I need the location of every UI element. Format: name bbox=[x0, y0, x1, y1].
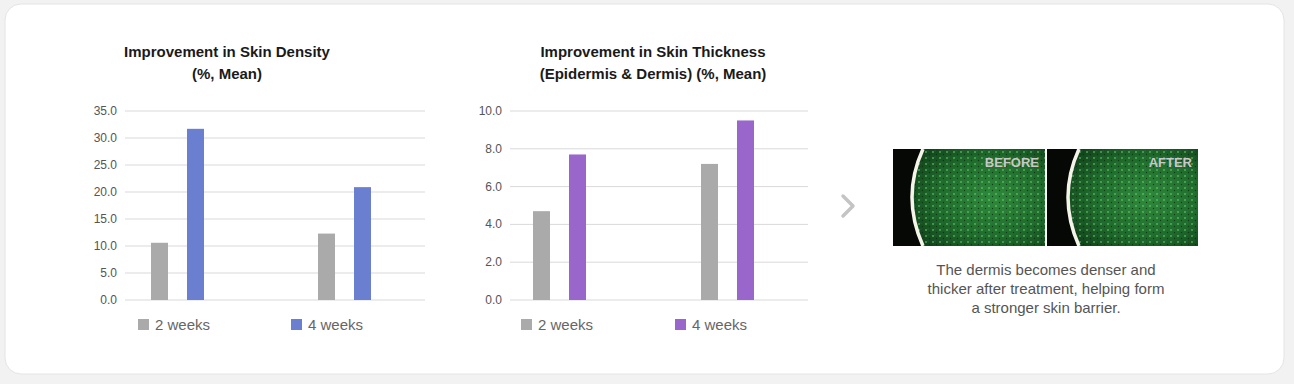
y-tick-label: 35.0 bbox=[94, 104, 118, 118]
y-tick-label: 0.0 bbox=[100, 293, 117, 307]
bar bbox=[569, 154, 586, 300]
bar bbox=[187, 129, 204, 300]
y-tick-label: 20.0 bbox=[94, 185, 118, 199]
legend-label: 2 weeks bbox=[538, 316, 593, 333]
scan-tissue bbox=[1068, 149, 1198, 246]
bar bbox=[151, 243, 168, 300]
grid-line bbox=[510, 300, 808, 301]
legend-label: 4 weeks bbox=[692, 316, 747, 333]
legend-swatch bbox=[675, 319, 686, 330]
scan-bg bbox=[1047, 149, 1198, 246]
bar bbox=[701, 164, 718, 300]
bars bbox=[533, 120, 754, 300]
scan-bg bbox=[893, 149, 1045, 246]
caption: The dermis becomes denser and bbox=[936, 261, 1155, 278]
chart: Improvement in Skin Density (%, Mean) 0.0 5… bbox=[94, 43, 425, 333]
y-tick-label: 6.0 bbox=[485, 180, 502, 194]
chart-subtitle: (%, Mean) bbox=[192, 65, 262, 82]
legend-swatch bbox=[291, 319, 302, 330]
bar bbox=[533, 211, 550, 300]
scan-image: BEFORE bbox=[893, 149, 1045, 246]
scan-texture bbox=[1068, 149, 1198, 246]
legend-swatch bbox=[138, 319, 149, 330]
caption: a stronger skin barrier. bbox=[971, 299, 1120, 316]
grid-line bbox=[125, 192, 425, 193]
y-tick-label: 2.0 bbox=[485, 255, 502, 269]
scan-image: AFTER bbox=[1047, 149, 1198, 246]
bar bbox=[318, 234, 335, 300]
grid-line bbox=[125, 138, 425, 139]
grid-line bbox=[510, 186, 808, 187]
y-tick-label: 10.0 bbox=[479, 104, 503, 118]
y-tick-label: 8.0 bbox=[485, 142, 502, 156]
grid-line bbox=[510, 148, 808, 149]
scan-label: AFTER bbox=[1149, 155, 1193, 170]
page: Improvement in Skin Density (%, Mean) 0.0 5… bbox=[0, 0, 1294, 384]
chevron bbox=[843, 196, 853, 216]
scan-surface bbox=[912, 149, 923, 246]
y-tick-label: 15.0 bbox=[94, 212, 118, 226]
y-tick-label: 5.0 bbox=[100, 266, 117, 280]
chart-title: Improvement in Skin Density bbox=[124, 43, 331, 60]
legend-label: 2 weeks bbox=[155, 316, 210, 333]
grid-line bbox=[125, 246, 425, 247]
scan-texture bbox=[912, 149, 1045, 246]
legend-swatch bbox=[521, 319, 532, 330]
grid-line bbox=[125, 300, 425, 301]
grid-line bbox=[510, 111, 808, 112]
chart: Improvement in Skin Thickness (Epidermis … bbox=[479, 43, 808, 333]
grid-line bbox=[125, 165, 425, 166]
bar bbox=[354, 187, 371, 300]
scan-content bbox=[1047, 149, 1198, 246]
y-tick-label: 4.0 bbox=[485, 217, 502, 231]
y-tick-label: 25.0 bbox=[94, 158, 118, 172]
grid-line bbox=[510, 262, 808, 263]
grid-line bbox=[125, 111, 425, 112]
bar bbox=[737, 120, 754, 300]
chart-subtitle: (Epidermis & Dermis) (%, Mean) bbox=[540, 65, 767, 82]
legend-label: 4 weeks bbox=[308, 316, 363, 333]
y-tick-label: 30.0 bbox=[94, 131, 118, 145]
chart-title: Improvement in Skin Thickness bbox=[540, 43, 765, 60]
caption: thicker after treatment, helping form bbox=[928, 280, 1165, 297]
y-tick-label: 0.0 bbox=[485, 293, 502, 307]
scan-label: BEFORE bbox=[985, 155, 1040, 170]
scan-tissue bbox=[912, 149, 1045, 246]
scan-content bbox=[893, 149, 1045, 246]
scan-surface bbox=[1068, 149, 1079, 246]
grid-line bbox=[125, 273, 425, 274]
divider bbox=[1046, 149, 1047, 246]
card bbox=[5, 4, 1284, 374]
grid-line bbox=[510, 224, 808, 225]
grid-line bbox=[125, 219, 425, 220]
bars bbox=[151, 129, 371, 300]
y-tick-label: 10.0 bbox=[94, 239, 118, 253]
